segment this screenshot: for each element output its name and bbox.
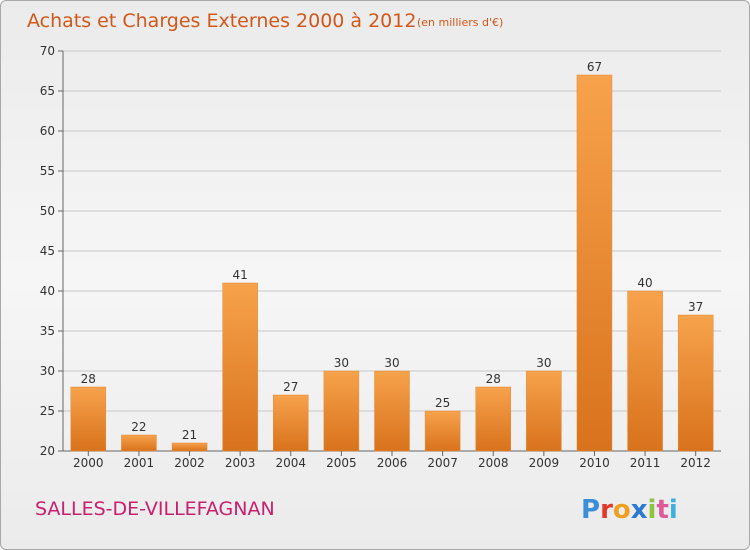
y-tick-label: 60 (40, 124, 55, 138)
value-label-2000: 28 (81, 372, 96, 386)
proxiti-logo: Proxiti (581, 495, 678, 525)
value-label-2010: 67 (587, 60, 602, 74)
value-label-2006: 30 (384, 356, 399, 370)
bar-2007 (424, 410, 461, 452)
x-tick-label-2009: 2009 (529, 456, 560, 470)
x-axis-ticks: 2000 2001 2002 2003 2004 2005 2006 2007 2008 2009… (73, 451, 711, 470)
y-tick-label: 40 (40, 284, 55, 298)
bar-2003 (222, 282, 258, 452)
x-tick-label-2005: 2005 (326, 456, 357, 470)
y-tick-label: 20 (40, 444, 55, 458)
value-label-2011: 40 (637, 276, 652, 290)
y-axis-ticks: 20 25 30 35 40 45 50 55 60 65 70 (40, 44, 63, 458)
y-tick-label: 35 (40, 324, 55, 338)
bar-2000 (70, 386, 107, 452)
x-tick-label-2004: 2004 (275, 456, 306, 470)
chart-title: Achats et Charges Externes 2000 à 2012 (27, 10, 416, 32)
y-tick-label: 55 (40, 164, 55, 178)
x-tick-label-2011: 2011 (630, 456, 661, 470)
bar-2010 (576, 74, 613, 452)
value-labels: 28 22 21 41 27 30 30 25 28 30 67 40 37 (81, 60, 704, 442)
value-label-2007: 25 (435, 396, 450, 410)
value-label-2005: 30 (334, 356, 349, 370)
x-tick-label-2000: 2000 (73, 456, 104, 470)
value-label-2012: 37 (688, 300, 703, 314)
bar-2008 (475, 386, 511, 452)
y-tick-label: 50 (40, 204, 55, 218)
x-tick-label-2006: 2006 (377, 456, 408, 470)
y-tick-label: 45 (40, 244, 55, 258)
bar-2002 (171, 442, 208, 452)
value-label-2008: 28 (486, 372, 501, 386)
x-tick-label-2007: 2007 (427, 456, 458, 470)
value-label-2009: 30 (536, 356, 551, 370)
bar-2004 (273, 394, 309, 452)
bars (70, 74, 714, 452)
x-tick-label-2003: 2003 (225, 456, 256, 470)
x-tick-label-2002: 2002 (174, 456, 205, 470)
bar-2001 (121, 434, 157, 452)
x-tick-label-2001: 2001 (124, 456, 155, 470)
grid-lines (63, 50, 721, 412)
bar-2006 (374, 370, 410, 452)
bar-2011 (627, 290, 663, 452)
value-label-2004: 27 (283, 380, 298, 394)
bar-2005 (323, 370, 360, 452)
value-label-2003: 41 (233, 268, 248, 282)
y-tick-label: 70 (40, 44, 55, 58)
bar-2009 (526, 370, 562, 452)
bar-2012 (677, 314, 714, 452)
x-tick-label-2010: 2010 (579, 456, 610, 470)
y-tick-label: 25 (40, 404, 55, 418)
x-tick-label-2012: 2012 (680, 456, 711, 470)
value-label-2002: 21 (182, 428, 197, 442)
y-tick-label: 65 (40, 84, 55, 98)
chart-subtitle: (en milliers d'€) (417, 16, 503, 29)
y-tick-label: 30 (40, 364, 55, 378)
commune-name: SALLES-DE-VILLEFAGNAN (35, 498, 275, 520)
x-tick-label-2008: 2008 (478, 456, 509, 470)
value-label-2001: 22 (131, 420, 146, 434)
